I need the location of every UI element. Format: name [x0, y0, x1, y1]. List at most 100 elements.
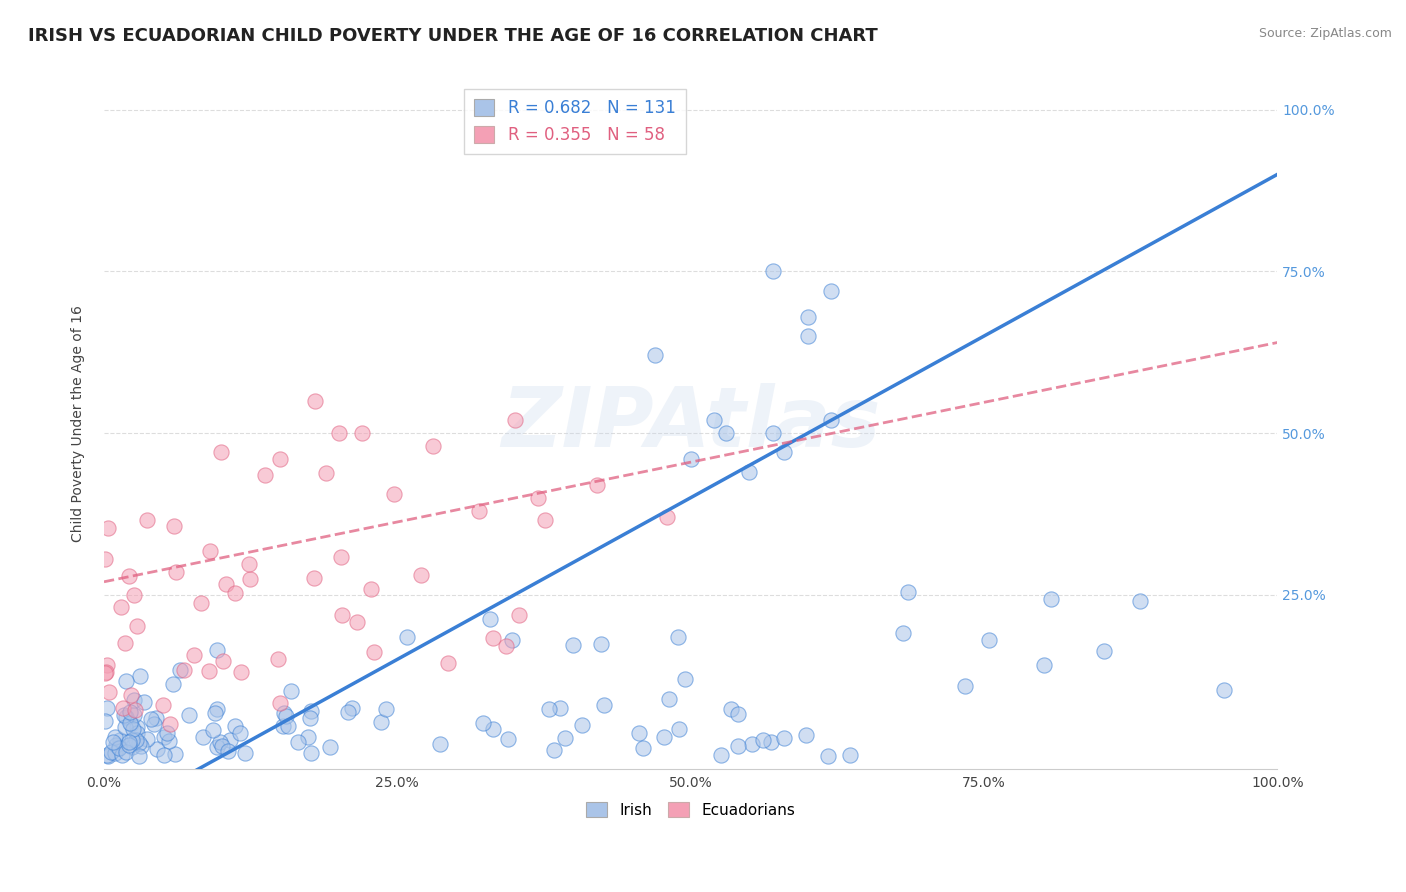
Point [554, 731, 576, 745]
Point [644, 349, 666, 363]
Point [409, 568, 432, 582]
Point [652, 730, 675, 744]
Point [110, 600, 132, 615]
Point [122, 588, 145, 602]
Point [817, 748, 839, 763]
Point [1092, 644, 1115, 658]
Point [299, 704, 322, 718]
Point [254, 467, 277, 482]
Point [631, 741, 654, 756]
Point [115, 674, 138, 689]
Point [891, 626, 914, 640]
Legend: Irish, Ecuadorians: Irish, Ecuadorians [579, 796, 801, 824]
Point [233, 746, 256, 760]
Point [115, 710, 138, 724]
Point [266, 652, 288, 666]
Point [183, 648, 205, 662]
Point [363, 645, 385, 659]
Point [710, 748, 733, 763]
Point [346, 615, 368, 629]
Point [762, 426, 785, 441]
Point [120, 705, 142, 719]
Text: IRISH VS ECUADORIAN CHILD POVERTY UNDER THE AGE OF 16 CORRELATION CHART: IRISH VS ECUADORIAN CHILD POVERTY UNDER … [28, 27, 877, 45]
Point [741, 737, 763, 751]
Y-axis label: Child Poverty Under the Age of 16: Child Poverty Under the Age of 16 [72, 305, 86, 541]
Point [136, 732, 159, 747]
Point [271, 718, 294, 732]
Point [145, 711, 167, 725]
Point [204, 706, 226, 720]
Point [627, 725, 650, 739]
Point [953, 679, 976, 693]
Point [533, 512, 555, 526]
Point [375, 702, 398, 716]
Point [658, 692, 681, 706]
Point [482, 723, 505, 737]
Point [132, 695, 155, 709]
Point [571, 718, 593, 732]
Point [124, 702, 146, 716]
Point [738, 465, 761, 479]
Point [118, 568, 141, 582]
Point [422, 439, 444, 453]
Point [125, 726, 148, 740]
Point [396, 630, 419, 644]
Point [103, 735, 125, 749]
Point [224, 719, 246, 733]
Point [668, 722, 690, 736]
Point [157, 734, 180, 748]
Point [762, 264, 785, 278]
Point [666, 630, 689, 644]
Point [503, 413, 526, 427]
Point [543, 743, 565, 757]
Point [794, 728, 817, 742]
Point [125, 720, 148, 734]
Point [97, 521, 120, 535]
Point [159, 717, 181, 731]
Point [179, 707, 201, 722]
Point [229, 665, 252, 679]
Point [1129, 594, 1152, 608]
Point [703, 413, 725, 427]
Point [593, 698, 616, 712]
Point [112, 708, 135, 723]
Point [1212, 683, 1234, 698]
Point [548, 700, 571, 714]
Point [979, 633, 1001, 648]
Point [211, 739, 233, 753]
Point [112, 701, 135, 715]
Point [839, 747, 862, 762]
Point [124, 693, 146, 707]
Point [820, 284, 842, 298]
Point [205, 702, 228, 716]
Point [118, 738, 141, 752]
Point [897, 585, 920, 599]
Point [224, 586, 246, 600]
Point [128, 735, 150, 749]
Point [146, 742, 169, 756]
Point [169, 663, 191, 677]
Point [125, 619, 148, 633]
Point [304, 393, 326, 408]
Point [468, 503, 491, 517]
Point [714, 426, 737, 441]
Point [104, 746, 127, 760]
Point [217, 744, 239, 758]
Point [280, 684, 302, 698]
Point [591, 637, 613, 651]
Point [96, 700, 118, 714]
Point [190, 596, 212, 610]
Point [501, 633, 523, 648]
Point [105, 739, 128, 753]
Point [114, 636, 136, 650]
Point [360, 582, 382, 596]
Point [209, 735, 232, 749]
Point [585, 477, 607, 491]
Point [472, 715, 495, 730]
Point [153, 730, 176, 744]
Point [131, 739, 153, 754]
Point [120, 717, 142, 731]
Point [163, 747, 186, 761]
Point [370, 714, 392, 729]
Point [93, 666, 115, 681]
